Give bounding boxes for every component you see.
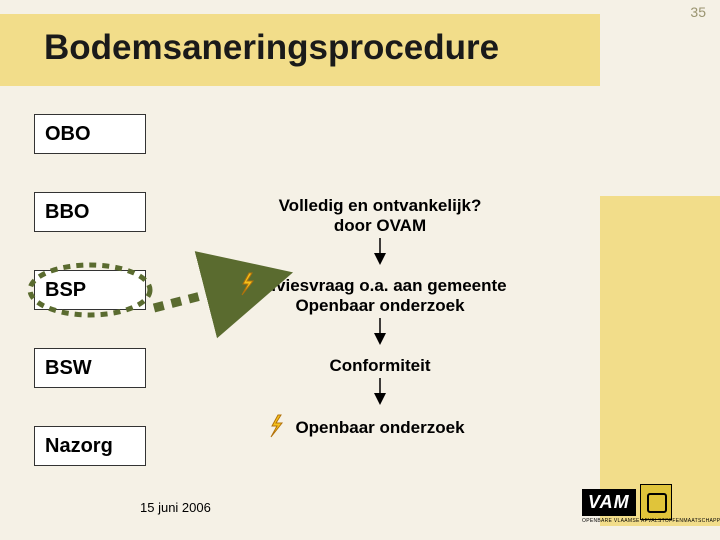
logo-emblem-icon	[640, 484, 672, 520]
logo-text: VAM	[582, 489, 636, 516]
text-line: Volledig en ontvankelijk?	[279, 196, 482, 215]
accent-band	[600, 196, 720, 526]
highlight-arrow	[154, 288, 232, 308]
text-line: Openbaar onderzoek	[295, 418, 464, 437]
text-conformiteit: Conformiteit	[230, 356, 530, 376]
text-line: Openbaar onderzoek	[295, 296, 464, 315]
page-number: 35	[690, 4, 706, 20]
text-line: Conformiteit	[329, 356, 430, 375]
logo: VAM OPENBARE VLAAMSE AFVALSTOFFENMAATSCH…	[582, 482, 692, 522]
text-line: Adviesvraag o.a. aan gemeente	[253, 276, 506, 295]
text-openbaar: Openbaar onderzoek	[230, 418, 530, 438]
slide-title: Bodemsaneringsprocedure	[44, 28, 499, 68]
step-obo: OBO	[34, 114, 146, 154]
step-bsp: BSP	[34, 270, 146, 310]
logo-tagline: OPENBARE VLAAMSE AFVALSTOFFENMAATSCHAPPI…	[582, 518, 720, 524]
text-adviesvraag: Adviesvraag o.a. aan gemeente Openbaar o…	[230, 276, 530, 317]
step-nazorg: Nazorg	[34, 426, 146, 466]
text-volledig: Volledig en ontvankelijk? door OVAM	[230, 196, 530, 237]
step-bbo: BBO	[34, 192, 146, 232]
footer-date: 15 juni 2006	[140, 500, 211, 515]
step-bsw: BSW	[34, 348, 146, 388]
text-line: door OVAM	[334, 216, 426, 235]
